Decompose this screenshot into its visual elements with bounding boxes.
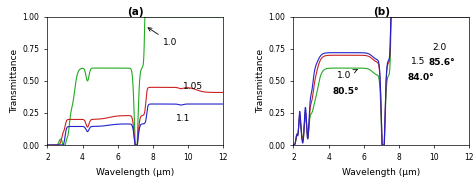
- Text: 84.0°: 84.0°: [408, 73, 434, 81]
- Text: 1.5: 1.5: [411, 57, 426, 66]
- X-axis label: Wavelength (μm): Wavelength (μm): [96, 168, 174, 177]
- Text: 85.6°: 85.6°: [429, 58, 456, 68]
- Text: 1.0: 1.0: [337, 70, 357, 80]
- Text: 80.5°: 80.5°: [332, 87, 359, 96]
- X-axis label: Wavelength (μm): Wavelength (μm): [342, 168, 420, 177]
- Y-axis label: Transmittance: Transmittance: [10, 49, 19, 113]
- Title: (a): (a): [127, 7, 144, 17]
- Text: 1.1: 1.1: [176, 114, 190, 123]
- Text: 2.0: 2.0: [432, 43, 447, 52]
- Title: (b): (b): [373, 7, 390, 17]
- Text: 1.05: 1.05: [183, 81, 203, 91]
- Y-axis label: Transmittance: Transmittance: [256, 49, 265, 113]
- Text: 1.0: 1.0: [148, 28, 178, 47]
